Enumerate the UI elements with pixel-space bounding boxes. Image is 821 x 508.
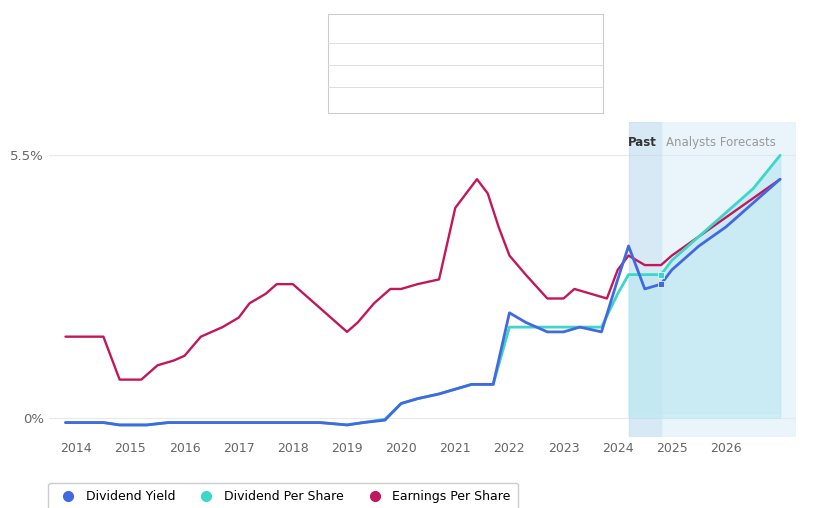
- Text: /yr: /yr: [521, 49, 536, 59]
- Bar: [629, 122, 661, 437]
- Text: CN¥0.600: CN¥0.600: [466, 71, 521, 81]
- Text: Dividend Per Share: Dividend Per Share: [339, 71, 447, 81]
- Legend: Dividend Yield, Dividend Per Share, Earnings Per Share: Dividend Yield, Dividend Per Share, Earn…: [48, 483, 518, 508]
- Text: /yr: /yr: [534, 71, 549, 81]
- FancyBboxPatch shape: [328, 14, 603, 113]
- Text: Past: Past: [628, 136, 658, 149]
- Text: Dividend Yield: Dividend Yield: [339, 49, 420, 59]
- Text: 3.6%: 3.6%: [466, 49, 494, 59]
- Text: Earnings Per Share: Earnings Per Share: [339, 95, 445, 105]
- Bar: [661, 122, 796, 437]
- Text: No data: No data: [466, 95, 510, 105]
- Text: Sep 30 2024: Sep 30 2024: [339, 23, 432, 36]
- Text: Analysts Forecasts: Analysts Forecasts: [667, 136, 777, 149]
